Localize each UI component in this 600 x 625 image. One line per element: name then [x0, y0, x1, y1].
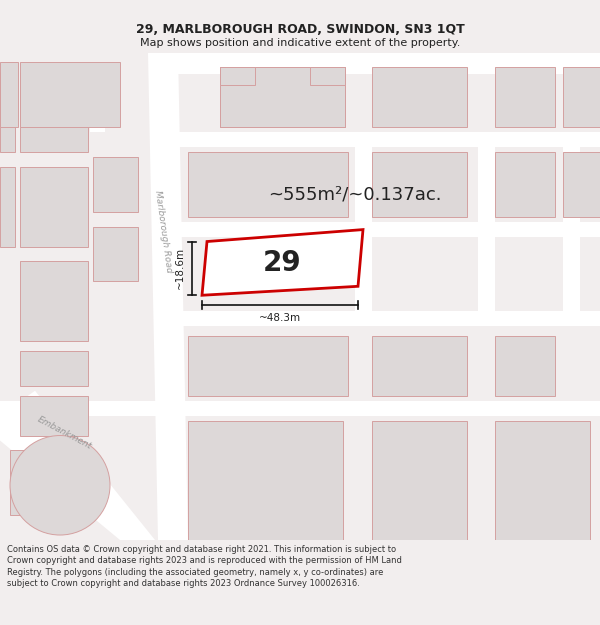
Polygon shape [178, 132, 600, 147]
Text: Contains OS data © Crown copyright and database right 2021. This information is : Contains OS data © Crown copyright and d… [7, 545, 402, 588]
Bar [0, 62, 18, 127]
Bar [563, 68, 600, 127]
Bar [495, 421, 590, 540]
Text: ~18.6m: ~18.6m [175, 248, 185, 289]
Bar [495, 336, 555, 396]
Bar [188, 336, 348, 396]
Polygon shape [178, 222, 600, 236]
Text: 29: 29 [263, 249, 302, 277]
Bar [220, 68, 345, 127]
Polygon shape [178, 401, 600, 416]
Bar [20, 72, 88, 152]
Bar [0, 167, 15, 246]
Bar [20, 396, 88, 436]
Polygon shape [0, 401, 178, 416]
Bar [563, 152, 600, 217]
Polygon shape [178, 52, 600, 74]
Bar [495, 152, 555, 217]
Bar [372, 336, 467, 396]
Polygon shape [478, 132, 495, 311]
Bar [188, 152, 348, 217]
Bar [188, 421, 343, 540]
Text: Map shows position and indicative extent of the property.: Map shows position and indicative extent… [140, 38, 460, 48]
Bar [372, 421, 467, 540]
Bar [372, 68, 467, 127]
Bar [20, 261, 88, 341]
Bar [0, 72, 15, 152]
Text: Marlborough Road: Marlborough Road [153, 190, 173, 273]
Bar [20, 167, 88, 246]
Polygon shape [148, 52, 188, 540]
Bar [372, 152, 467, 217]
Bar [10, 451, 90, 515]
Polygon shape [563, 132, 580, 311]
Polygon shape [202, 229, 363, 295]
Bar [220, 68, 345, 127]
Polygon shape [90, 74, 105, 132]
Text: ~48.3m: ~48.3m [259, 313, 301, 323]
Text: ~555m²/~0.137ac.: ~555m²/~0.137ac. [268, 186, 442, 204]
Text: Embankment: Embankment [36, 414, 94, 451]
Bar [310, 68, 345, 86]
Polygon shape [0, 391, 155, 540]
Polygon shape [355, 132, 372, 311]
Text: 29, MARLBOROUGH ROAD, SWINDON, SN3 1QT: 29, MARLBOROUGH ROAD, SWINDON, SN3 1QT [136, 23, 464, 36]
Bar [93, 227, 138, 281]
Circle shape [10, 436, 110, 535]
Bar [20, 62, 120, 127]
Bar [220, 68, 255, 86]
Bar [20, 351, 88, 386]
Bar [93, 157, 138, 212]
Polygon shape [178, 311, 600, 326]
Bar [495, 68, 555, 127]
